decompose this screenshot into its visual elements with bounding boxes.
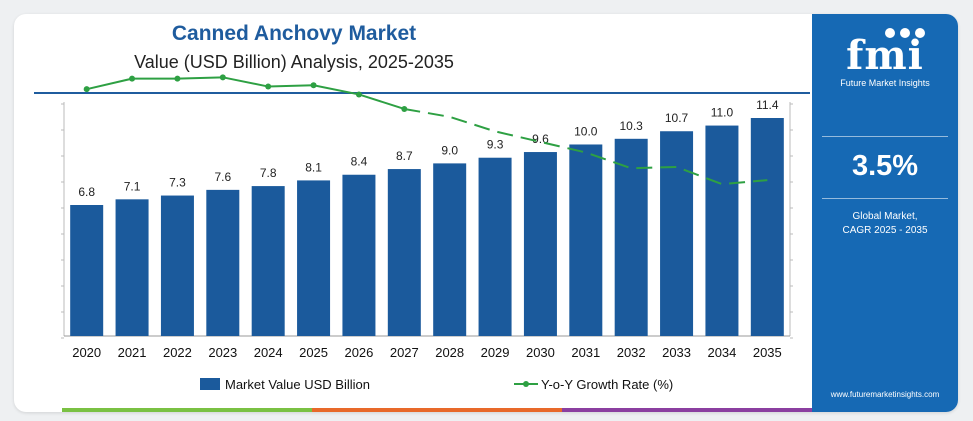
bar-2026 [342,174,376,336]
logo-subtitle: Future Market Insights [840,78,930,88]
bar-2033 [660,131,694,336]
chart-subtitle: Value (USD Billion) Analysis, 2025-2035 [134,52,454,72]
header-divider [34,92,810,94]
accent-strip-orange [312,408,562,412]
x-tick-label: 2022 [163,345,192,360]
legend-bar-label: Market Value USD Billion [225,377,370,392]
growth-point [174,75,181,82]
x-tick-label: 2024 [254,345,283,360]
bar-value-label: 7.3 [169,176,186,190]
x-tick-label: 2031 [571,345,600,360]
bar-2029 [478,157,512,336]
bar-value-label: 8.4 [351,155,368,169]
x-tick-label: 2027 [390,345,419,360]
cagr-value: 3.5% [851,150,919,182]
growth-point [129,75,136,82]
side-divider-middle [822,198,948,199]
chart-title: Canned Anchovy Market [171,22,417,45]
bar-2035 [750,118,784,336]
growth-point [219,74,226,81]
bar-value-label: 10.7 [665,111,689,125]
bar-2022 [160,195,194,336]
legend-line-marker [523,381,529,387]
bar-2028 [433,163,467,336]
bar-value-label: 7.6 [214,170,231,184]
fmi-logo: fmi Future Market Insights [812,22,958,88]
bar-value-label: 11.4 [756,98,779,112]
growth-point [83,86,90,93]
x-tick-label: 2025 [299,345,328,360]
side-panel: fmi Future Market Insights 3.5% Global M… [812,14,958,412]
chart-header: Canned Anchovy Market Value (USD Billion… [14,14,810,92]
bar-value-label: 9.0 [441,143,458,157]
bar-2030 [523,152,557,336]
cagr-label-line1: Global Market, [852,211,918,222]
accent-strip [62,408,812,412]
growth-point [265,83,272,90]
bar-2027 [387,169,421,336]
bar-2031 [569,144,603,336]
cagr-label: Global Market, CAGR 2025 - 2035 [812,210,958,238]
chart-card: Canned Anchovy Market Value (USD Billion… [14,14,958,412]
bar-value-label: 10.0 [574,124,598,138]
x-tick-label: 2021 [118,345,147,360]
x-tick-label: 2029 [481,345,510,360]
cagr-label-line2: CAGR 2025 - 2035 [842,225,928,236]
bar-2024 [251,186,285,336]
logo-dots-icon [885,28,925,38]
x-tick-label: 2028 [435,345,464,360]
bar-2025 [297,180,331,336]
x-tick-label: 2032 [617,345,646,360]
accent-strip-purple [562,408,812,412]
website-link[interactable]: www.futuremarketinsights.com [830,390,940,399]
bar-value-label: 7.8 [260,166,277,180]
legend-line-label: Y-o-Y Growth Rate (%) [541,377,673,392]
x-tick-label: 2023 [208,345,237,360]
bar-2023 [206,189,240,336]
x-tick-label: 2026 [344,345,373,360]
logo-text: fmi [846,32,924,79]
bar-value-label: 6.8 [78,185,95,199]
growth-line-solid [86,76,405,110]
growth-line-dashed [404,107,768,186]
bar-value-label: 8.1 [305,160,322,174]
accent-strip-green [62,408,312,412]
growth-point [355,91,362,98]
x-tick-label: 2034 [707,345,736,360]
bar-value-label: 11.0 [711,106,734,120]
x-tick-label: 2030 [526,345,555,360]
legend-bar-swatch [200,378,220,390]
bar-value-label: 8.7 [396,149,413,163]
side-divider-top [822,136,948,137]
growth-point [310,82,317,89]
x-tick-label: 2033 [662,345,691,360]
bar-2032 [614,138,648,336]
x-tick-label: 2035 [753,345,782,360]
chart-plot: 6.8 2020 7.1 2021 7.3 2022 7.6 2023 7.8 2024 8.1 20… [61,74,793,392]
bar-value-label: 7.1 [124,179,141,193]
growth-point [401,105,408,112]
x-tick-label: 2020 [72,345,101,360]
bar-value-label: 9.3 [487,138,504,152]
bar-2034 [705,125,739,336]
bar-2020 [70,205,104,336]
bar-2021 [115,199,149,336]
bar-value-label: 10.3 [620,119,644,133]
